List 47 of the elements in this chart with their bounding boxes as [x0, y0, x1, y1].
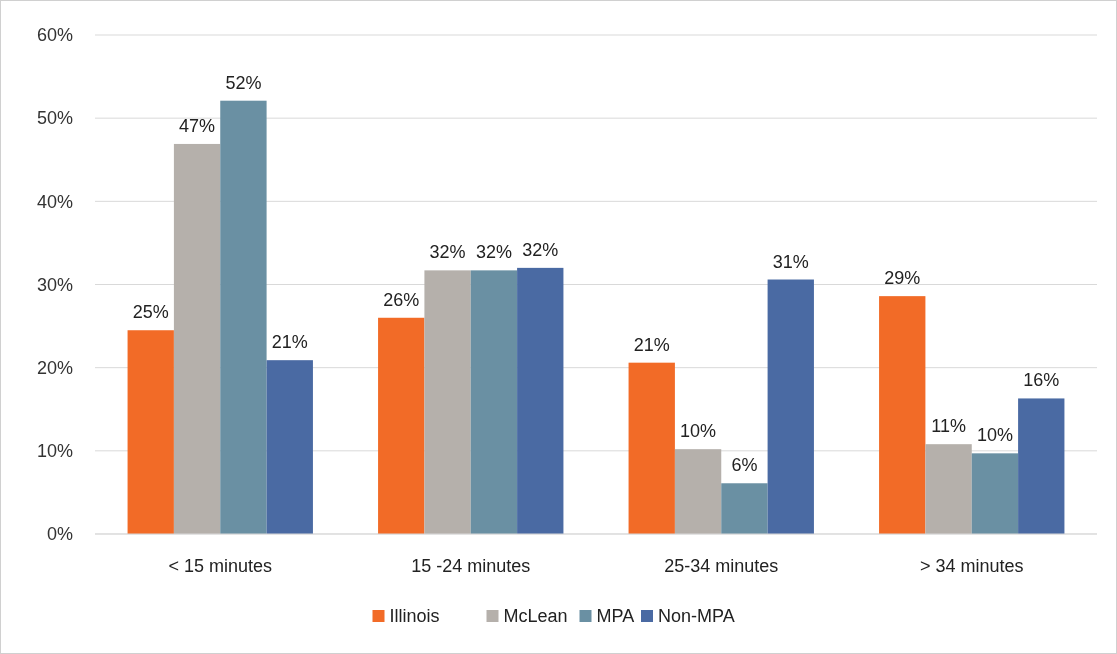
bar — [1018, 398, 1065, 534]
bar — [925, 444, 972, 534]
bar — [173, 143, 221, 534]
data-label: 11% — [931, 416, 966, 437]
x-tick-label: 25-34 minutes — [664, 556, 779, 576]
legend-label: Illinois — [389, 606, 440, 627]
data-label: 16% — [1023, 370, 1060, 391]
bar — [470, 270, 518, 534]
legend-label: MPA — [596, 606, 635, 627]
legend-label: Non-MPA — [658, 606, 735, 627]
data-label: 26% — [383, 289, 420, 310]
bar — [971, 453, 1019, 534]
bar — [628, 362, 675, 534]
data-label: 31% — [772, 251, 809, 272]
x-tick-label: > 34 minutes — [919, 556, 1024, 576]
x-tick-label: < 15 minutes — [168, 556, 273, 576]
data-label: 52% — [225, 72, 262, 93]
y-tick-label: 20% — [36, 357, 73, 378]
bar — [220, 100, 267, 534]
bar — [378, 317, 425, 534]
y-tick-label: 10% — [36, 441, 73, 462]
y-tick-label: 60% — [36, 25, 73, 46]
y-tick-label: 30% — [36, 274, 73, 295]
bar — [674, 449, 722, 534]
bar — [517, 267, 564, 534]
data-label: 25% — [132, 302, 169, 323]
data-label: 32% — [475, 242, 512, 263]
data-label: 29% — [884, 268, 921, 289]
legend-label: McLean — [503, 606, 568, 627]
bar — [127, 330, 174, 534]
data-label: 10% — [976, 425, 1013, 446]
bar — [266, 360, 313, 534]
bar — [767, 279, 814, 534]
data-label: 21% — [271, 332, 308, 353]
y-tick-label: 40% — [36, 191, 73, 212]
data-label: 32% — [522, 239, 559, 260]
y-tick-label: 0% — [46, 524, 73, 545]
y-tick-label: 50% — [36, 108, 73, 129]
data-label: 21% — [633, 334, 670, 355]
x-tick-label: 15 -24 minutes — [411, 556, 531, 576]
data-label: 6% — [731, 455, 758, 476]
bar — [721, 483, 768, 534]
bar — [424, 270, 471, 534]
data-label: 32% — [429, 242, 466, 263]
data-label: 10% — [680, 421, 717, 442]
bar — [879, 296, 926, 534]
data-label: 47% — [179, 115, 216, 136]
